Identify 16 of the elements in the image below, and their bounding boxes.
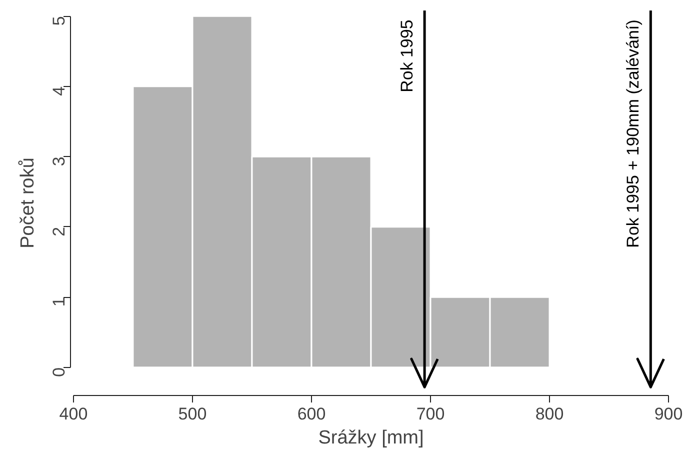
x-tick-label: 900 xyxy=(654,404,683,424)
ref-line-label: Rok 1995 + 190mm (zalévání) xyxy=(624,20,643,248)
x-tick-label: 500 xyxy=(178,404,207,424)
x-tick-label: 600 xyxy=(297,404,326,424)
x-tick-label: 800 xyxy=(535,404,564,424)
x-axis-title: Srážky [mm] xyxy=(318,428,424,448)
ref-line-label: Rok 1995 xyxy=(398,20,417,92)
y-tick-label: 5 xyxy=(50,16,68,26)
x-tick-label: 400 xyxy=(59,404,88,424)
y-tick-label: 3 xyxy=(50,156,68,166)
x-tick-label: 700 xyxy=(416,404,445,424)
y-tick-label: 1 xyxy=(50,297,68,307)
y-tick-label: 0 xyxy=(50,367,68,377)
y-axis-title: Počet roků xyxy=(18,158,38,248)
y-tick-label: 4 xyxy=(50,86,68,96)
y-tick-label: 2 xyxy=(50,226,68,236)
